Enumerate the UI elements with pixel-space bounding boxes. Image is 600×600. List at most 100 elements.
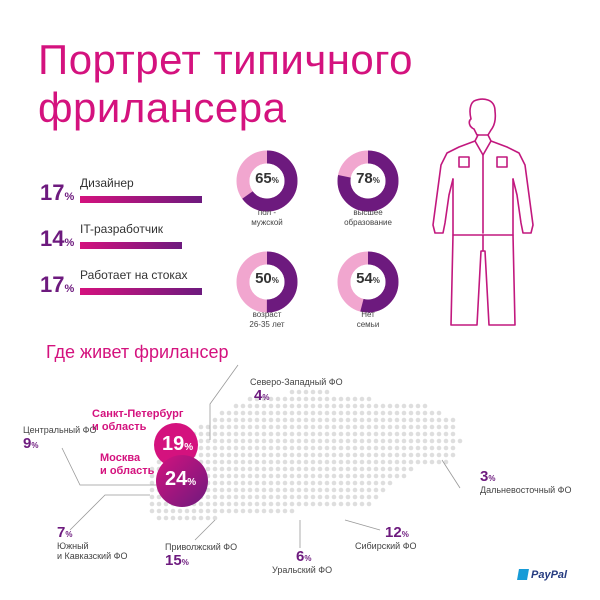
map-dot — [303, 452, 309, 458]
map-dot — [359, 480, 365, 486]
map-dot — [373, 410, 379, 416]
map-dot — [212, 494, 218, 500]
spb-label: Санкт-Петербург и область — [92, 408, 184, 433]
msk-pct: 24% — [165, 468, 197, 490]
map-dot — [212, 452, 218, 458]
map-dot — [198, 424, 204, 430]
map-dot — [387, 445, 393, 451]
map-dot — [268, 487, 274, 493]
map-dot — [331, 438, 337, 444]
map-dot — [345, 403, 351, 409]
map-dot — [443, 431, 449, 437]
map-dot — [352, 480, 358, 486]
map-dot — [310, 424, 316, 430]
map-dot — [331, 501, 337, 507]
map-dot — [219, 424, 225, 430]
map-dot — [352, 459, 358, 465]
map-dot — [240, 445, 246, 451]
map-dot — [275, 396, 281, 402]
map-dot — [338, 410, 344, 416]
map-dot — [261, 417, 267, 423]
donut-arc — [236, 150, 298, 212]
map-dot — [268, 424, 274, 430]
map-dot — [331, 417, 337, 423]
map-dot — [282, 431, 288, 437]
map-dot — [275, 431, 281, 437]
map-dot — [380, 403, 386, 409]
map-dot — [387, 459, 393, 465]
map-dot — [331, 473, 337, 479]
map-dot — [233, 452, 239, 458]
map-dot — [429, 445, 435, 451]
map-dot — [226, 508, 232, 514]
map-dot — [268, 501, 274, 507]
map-dot — [366, 466, 372, 472]
map-dot — [289, 417, 295, 423]
map-dot — [443, 445, 449, 451]
map-dot — [366, 494, 372, 500]
map-dot — [261, 396, 267, 402]
map-dot — [387, 403, 393, 409]
map-dot — [345, 410, 351, 416]
map-dot — [380, 473, 386, 479]
map-dot — [450, 417, 456, 423]
map-dot — [289, 445, 295, 451]
map-dot — [422, 431, 428, 437]
map-dot — [261, 445, 267, 451]
map-dot — [226, 438, 232, 444]
map-dot — [289, 487, 295, 493]
map-dot — [254, 487, 260, 493]
map-dot — [261, 438, 267, 444]
map-dot — [366, 445, 372, 451]
map-dot — [422, 459, 428, 465]
map-dot — [366, 438, 372, 444]
map-dot — [296, 389, 302, 395]
map-dot — [338, 473, 344, 479]
profession-pct: 17% — [40, 272, 75, 297]
map-dot — [310, 396, 316, 402]
map-dot — [380, 487, 386, 493]
map-dot — [247, 480, 253, 486]
map-dot — [338, 452, 344, 458]
map-dot — [401, 445, 407, 451]
map-dot — [282, 445, 288, 451]
map-dot — [205, 487, 211, 493]
map-dot — [212, 431, 218, 437]
map-dot — [275, 508, 281, 514]
map-dot — [415, 438, 421, 444]
map-dot — [254, 480, 260, 486]
map-dot — [436, 417, 442, 423]
map-dot — [198, 431, 204, 437]
msk-label: Москва и область — [100, 452, 155, 477]
map-dot — [240, 466, 246, 472]
map-dot — [226, 501, 232, 507]
map-dot — [247, 452, 253, 458]
map-dot — [261, 508, 267, 514]
map-dot — [296, 473, 302, 479]
map-dot — [401, 466, 407, 472]
donut-hole — [350, 163, 386, 199]
map-dot — [212, 501, 218, 507]
map-dot — [233, 403, 239, 409]
map-dot — [345, 466, 351, 472]
map-dot — [436, 431, 442, 437]
map-dot — [198, 438, 204, 444]
map-dot — [422, 403, 428, 409]
map-dot — [247, 431, 253, 437]
map-dot — [338, 487, 344, 493]
map-dot — [261, 487, 267, 493]
map-dot — [373, 480, 379, 486]
map-dot — [338, 480, 344, 486]
map-dot — [247, 459, 253, 465]
region-fareast: 3% Дальневосточный ФО — [480, 468, 572, 495]
map-dot — [359, 438, 365, 444]
map-dot — [205, 515, 211, 521]
map-dot — [331, 480, 337, 486]
map-dot — [345, 417, 351, 423]
map-dot — [240, 508, 246, 514]
map-dot — [373, 417, 379, 423]
map-dot — [219, 431, 225, 437]
map-dot — [359, 501, 365, 507]
map-dot — [247, 438, 253, 444]
map-dot — [219, 410, 225, 416]
